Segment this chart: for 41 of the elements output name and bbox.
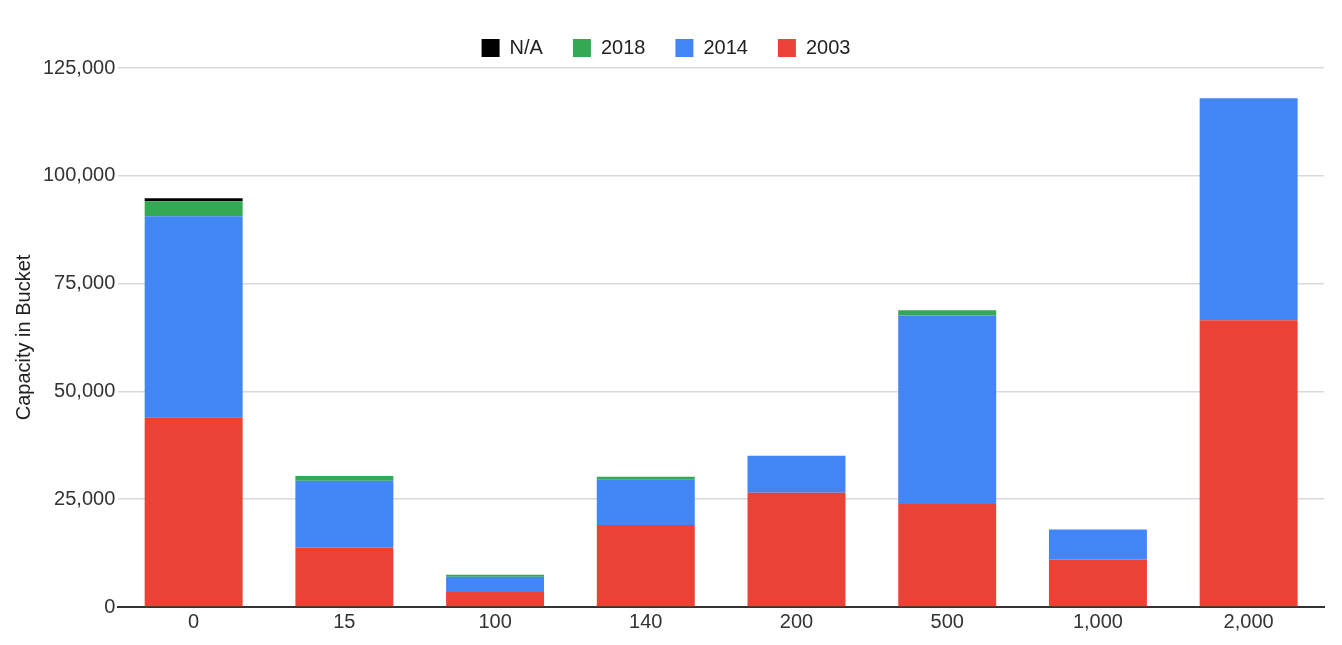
y-tick-label: 100,000 (43, 163, 116, 186)
x-tick-label: 15 (333, 609, 356, 632)
bar (144, 198, 243, 202)
bar (747, 455, 846, 493)
bar (596, 525, 695, 607)
x-tick-label: 2,000 (1223, 609, 1274, 632)
bar (144, 417, 243, 607)
y-tick-label: 50,000 (54, 378, 116, 401)
bar (596, 479, 695, 526)
bar (898, 315, 997, 504)
bar (144, 201, 243, 217)
legend-label: 2003 (805, 35, 851, 58)
x-tick-label: 100 (478, 609, 512, 632)
legend-label: 2014 (703, 35, 748, 58)
y-tick-label: 125,000 (43, 55, 116, 78)
bar (295, 547, 394, 607)
bar (898, 503, 997, 607)
bar (295, 475, 394, 481)
bar (1199, 98, 1298, 321)
x-tick-label: 200 (779, 609, 814, 632)
bar (1048, 529, 1147, 560)
y-tick-label: 0 (104, 594, 116, 617)
x-tick-label: 1,000 (1072, 609, 1123, 632)
bar (596, 476, 695, 480)
bar (1199, 320, 1298, 607)
bar (446, 576, 545, 592)
y-tick-label: 25,000 (54, 486, 116, 509)
bar (1048, 559, 1147, 607)
bar (446, 591, 545, 607)
bar (295, 480, 394, 548)
legend-label: N/A (509, 35, 544, 58)
x-tick-label: 500 (930, 609, 964, 632)
legend-label: 2018 (600, 35, 646, 58)
y-axis-title: Capacity in Bucket (11, 254, 34, 421)
bar (144, 216, 243, 418)
bar (747, 492, 846, 607)
bar (898, 310, 997, 316)
x-tick-label: 0 (188, 609, 200, 632)
y-tick-label: 75,000 (54, 271, 116, 294)
x-tick-label: 140 (629, 609, 663, 632)
bar (446, 574, 545, 577)
